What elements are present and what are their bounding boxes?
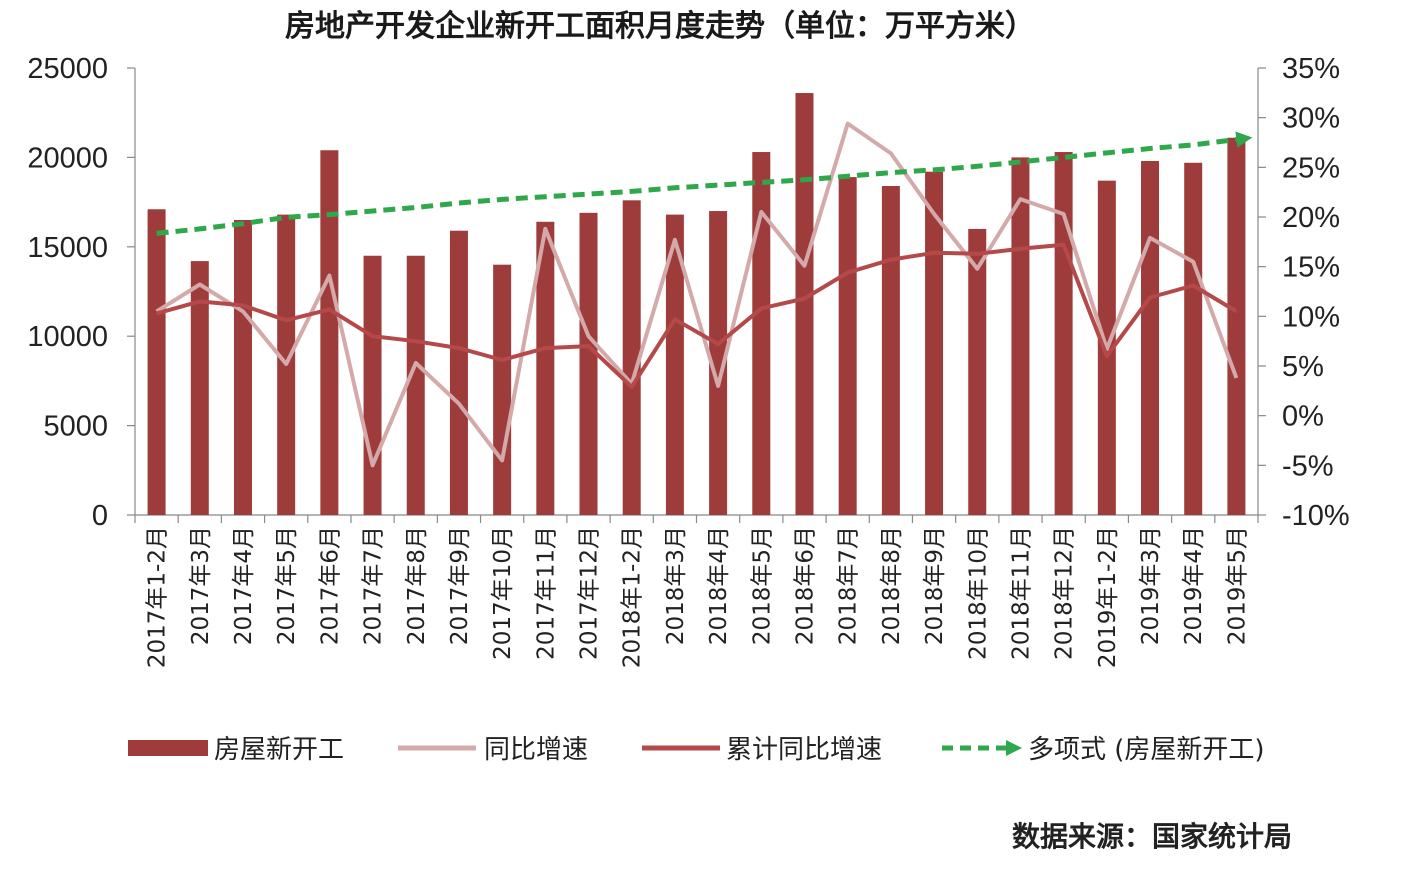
bar <box>579 212 598 515</box>
right-axis-tick-label: 30% <box>1282 103 1340 135</box>
x-axis-tick-label: 2018年5月 <box>749 526 775 645</box>
bar <box>363 255 382 516</box>
bar <box>320 150 339 516</box>
left-axis-tick-label: 25000 <box>27 53 108 85</box>
cumulative-growth-line <box>156 242 1238 389</box>
axis-labels: 0 5000 10000 15000 20000 25000 -10% -5% 0% 5% 10% 1… <box>27 53 1349 668</box>
x-axis-tick-label: 2018年6月 <box>792 526 818 645</box>
right-axis-tick-label: 15% <box>1282 252 1340 284</box>
x-axis-tick-label: 2017年1-2月 <box>145 526 171 668</box>
right-axis-tick-label: 35% <box>1282 53 1340 85</box>
chart-title: 房地产开发企业新开工面积月度走势（单位：万平方米） <box>285 9 1035 44</box>
x-axis-tick-label: 2017年4月 <box>231 526 257 645</box>
bar <box>709 211 728 516</box>
bars-series <box>147 93 1246 516</box>
right-axis-tick-label: 20% <box>1282 202 1340 234</box>
right-axis-tick-label: -10% <box>1282 500 1350 532</box>
x-axis-tick-label: 2017年6月 <box>317 526 343 645</box>
bar <box>449 230 468 515</box>
x-axis-tick-label: 2018年4月 <box>706 526 732 645</box>
legend-label-cum: 累计同比增速 <box>726 735 882 765</box>
legend-trend-arrow <box>1006 740 1022 756</box>
x-axis-tick-label: 2017年5月 <box>274 526 300 645</box>
bar <box>1141 160 1160 515</box>
bar <box>838 177 857 515</box>
legend-label-yoy: 同比增速 <box>484 735 588 765</box>
x-axis-tick-label: 2019年3月 <box>1138 526 1164 645</box>
bar <box>968 228 987 516</box>
x-axis-tick-label: 2018年1-2月 <box>620 526 646 668</box>
x-axis-tick-label: 2017年11月 <box>533 526 559 660</box>
legend-swatch-bar <box>128 740 208 756</box>
right-axis-tick-label: 25% <box>1282 152 1340 184</box>
left-axis-tick-label: 0 <box>92 500 108 532</box>
left-axis-tick-label: 10000 <box>27 321 108 353</box>
x-axis-tick-label: 2017年9月 <box>447 526 473 645</box>
left-axis-tick-label: 15000 <box>27 232 108 264</box>
bar <box>752 152 771 515</box>
bar <box>493 264 512 515</box>
x-axis-tick-label: 2017年10月 <box>490 526 516 660</box>
source-note: 数据来源：国家统计局 <box>1012 820 1292 853</box>
right-axis-tick-label: 5% <box>1282 351 1324 383</box>
bar <box>536 221 555 515</box>
x-axis-tick-label: 2017年3月 <box>188 526 214 645</box>
left-axis-tick-label: 20000 <box>27 142 108 174</box>
legend-label-bar: 房屋新开工 <box>214 735 344 765</box>
bar <box>622 200 641 515</box>
trend-arrowhead <box>1235 131 1253 148</box>
bar <box>406 255 425 516</box>
axes <box>127 67 1266 523</box>
x-axis-tick-label: 2018年12月 <box>1052 526 1078 660</box>
x-axis-tick-label: 2019年4月 <box>1181 526 1207 645</box>
x-axis-tick-label: 2018年9月 <box>922 526 948 645</box>
yoy-growth-line <box>155 121 1239 468</box>
x-axis-tick-label: 2017年8月 <box>404 526 430 645</box>
x-axis-tick-label: 2018年7月 <box>836 526 862 645</box>
x-axis-tick-label: 2018年11月 <box>1008 526 1034 660</box>
bar <box>233 219 252 516</box>
trend-line <box>156 137 1237 236</box>
bar <box>1054 152 1073 515</box>
bar <box>881 186 900 515</box>
line-series <box>155 121 1253 468</box>
bar <box>665 214 684 515</box>
legend-label-trend: 多项式 (房屋新开工) <box>1028 735 1265 765</box>
x-axis-tick-label: 2018年8月 <box>879 526 905 645</box>
x-axis-tick-label: 2017年7月 <box>361 526 387 645</box>
right-axis-tick-label: 0% <box>1282 401 1324 433</box>
x-axis-tick-label: 2018年3月 <box>663 526 689 645</box>
x-axis-tick-label: 2018年10月 <box>965 526 991 660</box>
bar <box>925 171 944 516</box>
bar <box>190 261 209 515</box>
x-axis-tick-label: 2019年1-2月 <box>1095 526 1121 668</box>
legend: 房屋新开工 同比增速 累计同比增速 多项式 (房屋新开工) <box>128 735 1265 765</box>
bar <box>795 93 814 516</box>
right-axis-tick-label: 10% <box>1282 301 1340 333</box>
bar <box>1227 137 1246 515</box>
bar <box>1184 162 1203 515</box>
right-axis-tick-label: -5% <box>1282 450 1334 482</box>
x-axis-tick-label: 2017年12月 <box>577 526 603 660</box>
x-axis-tick-label: 2019年5月 <box>1224 526 1250 645</box>
left-axis-tick-label: 5000 <box>43 411 108 443</box>
bar <box>147 209 166 515</box>
